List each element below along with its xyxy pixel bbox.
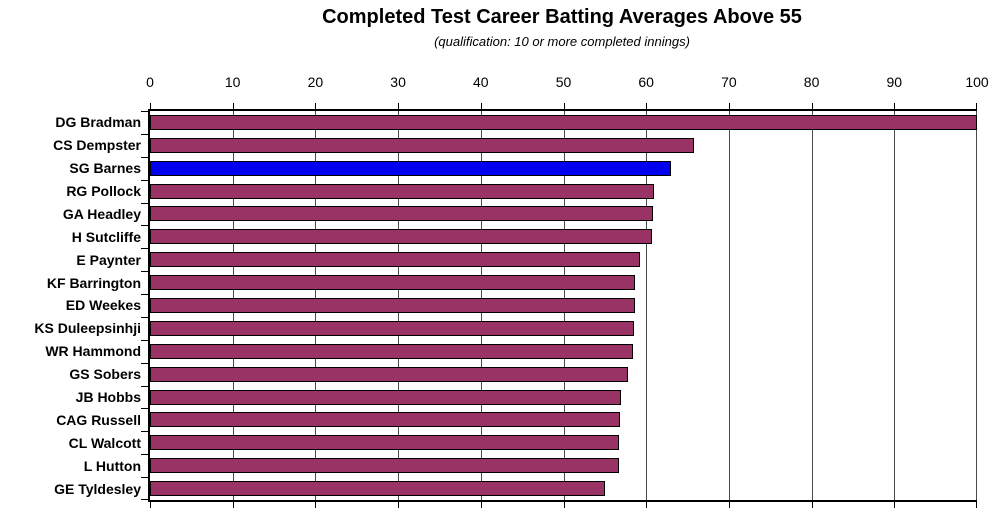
category-label: L Hutton bbox=[83, 457, 141, 474]
axis-tick bbox=[646, 103, 648, 109]
x-axis-tick-label: 60 bbox=[638, 74, 654, 90]
axis-tick bbox=[894, 502, 896, 508]
chart-title: Completed Test Career Batting Averages A… bbox=[322, 6, 802, 28]
axis-tick bbox=[232, 502, 234, 508]
category-label: H Sutcliffe bbox=[71, 228, 141, 245]
axis-tick bbox=[563, 502, 565, 508]
axis-tick bbox=[976, 103, 977, 109]
chart-subtitle: (qualification: 10 or more completed inn… bbox=[434, 34, 690, 49]
axis-tick bbox=[398, 103, 400, 109]
axis-tick bbox=[811, 502, 813, 508]
y-axis-category-labels: DG Bradman CS Dempster SG Barnes RG Pollock… bbox=[0, 111, 141, 500]
category-label: KF Barrington bbox=[46, 274, 141, 291]
category-label: SG Barnes bbox=[69, 160, 141, 177]
axis-tick bbox=[315, 502, 317, 508]
gridline bbox=[811, 111, 813, 500]
axis-tick bbox=[141, 499, 148, 500]
axis-tick bbox=[141, 363, 148, 364]
category-label: GE Tyldesley bbox=[54, 480, 141, 497]
bar-highlighted bbox=[150, 160, 672, 176]
category-label: E Paynter bbox=[76, 251, 141, 268]
axis-tick bbox=[141, 477, 148, 478]
x-axis-tick-label: 90 bbox=[886, 74, 903, 90]
gridline bbox=[894, 111, 896, 500]
axis-tick bbox=[976, 502, 977, 508]
axis-tick bbox=[315, 103, 317, 109]
category-label: JB Hobbs bbox=[75, 389, 141, 406]
axis-tick bbox=[141, 271, 148, 272]
category-label: CS Dempster bbox=[53, 137, 141, 154]
category-label: RG Pollock bbox=[66, 183, 141, 200]
axis-tick bbox=[141, 203, 148, 204]
x-axis-tick-label: 50 bbox=[555, 74, 572, 90]
axis-tick bbox=[141, 294, 148, 295]
axis-tick bbox=[894, 103, 896, 109]
axis-tick bbox=[141, 340, 148, 341]
axis-tick bbox=[141, 431, 148, 432]
axis-tick bbox=[141, 180, 148, 181]
axis-tick bbox=[141, 317, 148, 318]
bar bbox=[150, 320, 634, 336]
gridline bbox=[976, 111, 977, 500]
bar bbox=[150, 275, 636, 291]
x-axis-tick-label: 40 bbox=[473, 74, 489, 90]
axis-tick bbox=[141, 157, 148, 158]
category-label: ED Weekes bbox=[65, 297, 141, 314]
x-axis-line-bottom bbox=[148, 500, 977, 502]
bar bbox=[150, 206, 654, 222]
axis-tick bbox=[141, 111, 148, 112]
bar bbox=[150, 458, 619, 474]
plot-area bbox=[141, 103, 977, 508]
gridline bbox=[728, 111, 730, 500]
x-axis-tick-label: 70 bbox=[721, 74, 737, 90]
category-label: WR Hammond bbox=[45, 343, 141, 360]
axis-tick bbox=[811, 103, 813, 109]
bar bbox=[150, 114, 977, 130]
bar bbox=[150, 137, 694, 153]
category-label: CAG Russell bbox=[56, 411, 141, 428]
axis-tick bbox=[232, 103, 234, 109]
x-axis-tick-labels: 0 10 20 30 40 50 60 70 80 90 100 bbox=[146, 74, 989, 92]
axis-tick bbox=[398, 502, 400, 508]
axis-tick bbox=[728, 103, 730, 109]
x-axis-tick-label: 10 bbox=[224, 74, 241, 90]
gridline bbox=[646, 111, 648, 500]
x-axis-tick-label: 30 bbox=[390, 74, 406, 90]
category-label: GS Sobers bbox=[69, 366, 141, 383]
axis-tick bbox=[141, 134, 148, 135]
bar bbox=[150, 343, 634, 359]
axis-tick bbox=[141, 386, 148, 387]
axis-tick bbox=[646, 502, 648, 508]
x-axis-tick-label: 20 bbox=[307, 74, 324, 90]
x-axis-tick-label: 80 bbox=[803, 74, 820, 90]
bar bbox=[150, 252, 640, 268]
bar bbox=[150, 435, 619, 451]
axis-tick bbox=[480, 502, 482, 508]
x-axis-tick-label: 0 bbox=[146, 74, 154, 90]
bar bbox=[150, 229, 653, 245]
axis-tick bbox=[141, 225, 148, 226]
bar bbox=[150, 481, 605, 497]
bar bbox=[150, 366, 628, 382]
axis-tick bbox=[150, 502, 151, 508]
axis-tick bbox=[480, 103, 482, 109]
category-label: KS Duleepsinhji bbox=[34, 320, 141, 337]
axis-tick bbox=[141, 408, 148, 409]
x-axis-line-top bbox=[148, 109, 977, 111]
bar bbox=[150, 183, 655, 199]
bar bbox=[150, 412, 621, 428]
axis-tick bbox=[728, 502, 730, 508]
axis-tick bbox=[141, 454, 148, 455]
category-label: GA Headley bbox=[62, 205, 141, 222]
y-axis-line bbox=[148, 109, 150, 502]
axis-tick bbox=[141, 248, 148, 249]
axis-tick bbox=[150, 103, 151, 109]
category-label: DG Bradman bbox=[55, 114, 141, 131]
axis-tick bbox=[563, 103, 565, 109]
bar bbox=[150, 298, 635, 313]
x-axis-tick-label: 100 bbox=[965, 74, 989, 90]
category-label: CL Walcott bbox=[68, 434, 141, 451]
bar bbox=[150, 389, 621, 405]
